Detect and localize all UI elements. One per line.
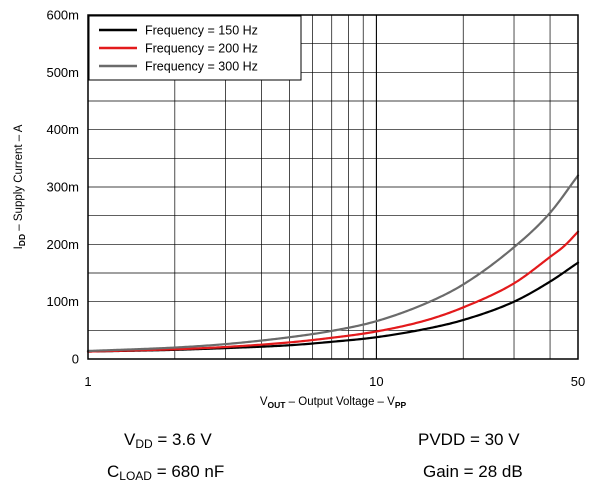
plot-frame <box>87 14 579 360</box>
x-tick-label: 10 <box>369 374 383 389</box>
legend: Frequency = 150 Hz Frequency = 200 Hz Freq… <box>88 15 302 81</box>
legend-label: Frequency = 150 Hz <box>145 24 258 38</box>
x-tick-label: 50 <box>571 374 585 389</box>
y-axis-label: IDD – Supply Current – A <box>13 124 27 249</box>
supply-current-chart: 0 100m 200m 300m 400m 500m 600m 1 10 50 VOUT – Ou… <box>13 8 585 411</box>
series-line-3 <box>86 174 580 353</box>
x-axis-label: VOUT – Output Voltage – VPP <box>260 396 407 410</box>
tick-labels: 0 100m 200m 300m 400m 500m 600m 1 10 50 <box>46 8 585 390</box>
x-tick-label: 1 <box>84 374 91 389</box>
condition-vdd: VDD = 3.6 V <box>124 430 212 451</box>
series-line-2 <box>86 230 580 353</box>
y-tick-label: 400m <box>46 122 79 137</box>
condition-gain: Gain = 28 dB <box>423 462 523 481</box>
y-tick-label: 600m <box>46 8 79 23</box>
legend-label: Frequency = 300 Hz <box>145 60 258 74</box>
legend-label: Frequency = 200 Hz <box>145 42 258 56</box>
condition-cload: CLOAD = 680 nF <box>107 462 225 483</box>
series-lines <box>86 174 580 353</box>
condition-pvdd: PVDD = 30 V <box>418 430 520 449</box>
y-tick-label: 200m <box>46 237 79 252</box>
y-tick-label: 300m <box>46 180 79 195</box>
y-tick-label: 500m <box>46 65 79 80</box>
y-tick-label: 0 <box>72 352 79 367</box>
y-tick-label: 100m <box>46 294 79 309</box>
